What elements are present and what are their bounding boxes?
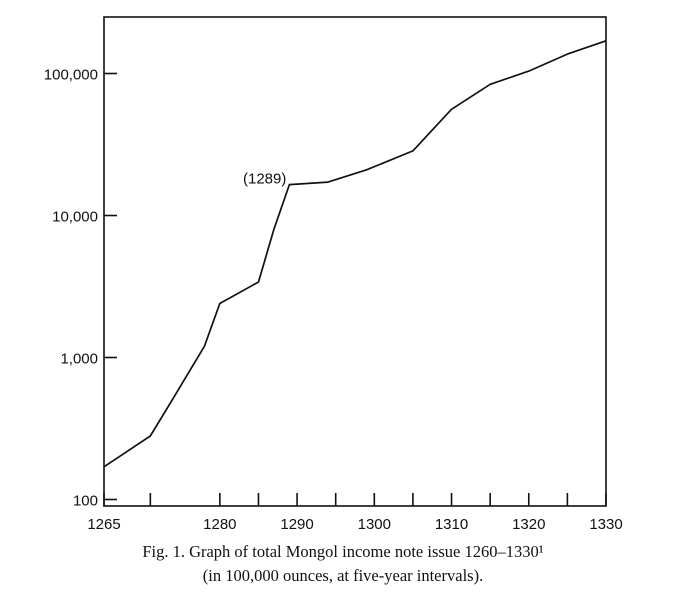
x-tick-label: 1290 xyxy=(280,516,313,533)
y-tick-label: 10,000 xyxy=(52,209,98,226)
x-tick-label: 1320 xyxy=(512,516,545,533)
annotations: (1289) xyxy=(243,171,286,188)
plot-frame xyxy=(103,16,607,507)
figure-caption-line-1: Fig. 1. Graph of total Mongol income not… xyxy=(142,542,544,561)
line-chart: 1265 1280 1290 1300 1310 1320 1330 100 1,000 10,… xyxy=(44,16,623,533)
x-tick-label: 1310 xyxy=(435,516,468,533)
figure-caption-line-2: (in 100,000 ounces, at five-year interva… xyxy=(202,566,484,585)
x-tick-label: 1330 xyxy=(589,516,622,533)
data-series xyxy=(103,39,607,468)
y-tick-label: 1,000 xyxy=(60,351,98,368)
x-tick-label: 1280 xyxy=(203,516,236,533)
x-tick-label: 1265 xyxy=(87,516,120,533)
x-tick-label: 1300 xyxy=(358,516,391,533)
annotation-label: (1289) xyxy=(243,171,286,188)
y-tick-label: 100 xyxy=(73,493,98,510)
series-line xyxy=(103,39,607,468)
y-tick-label: 100,000 xyxy=(44,67,98,84)
y-axis-ticks: 100 1,000 10,000 100,000 xyxy=(44,67,117,510)
x-axis-ticks: 1265 1280 1290 1300 1310 1320 1330 xyxy=(87,493,623,533)
